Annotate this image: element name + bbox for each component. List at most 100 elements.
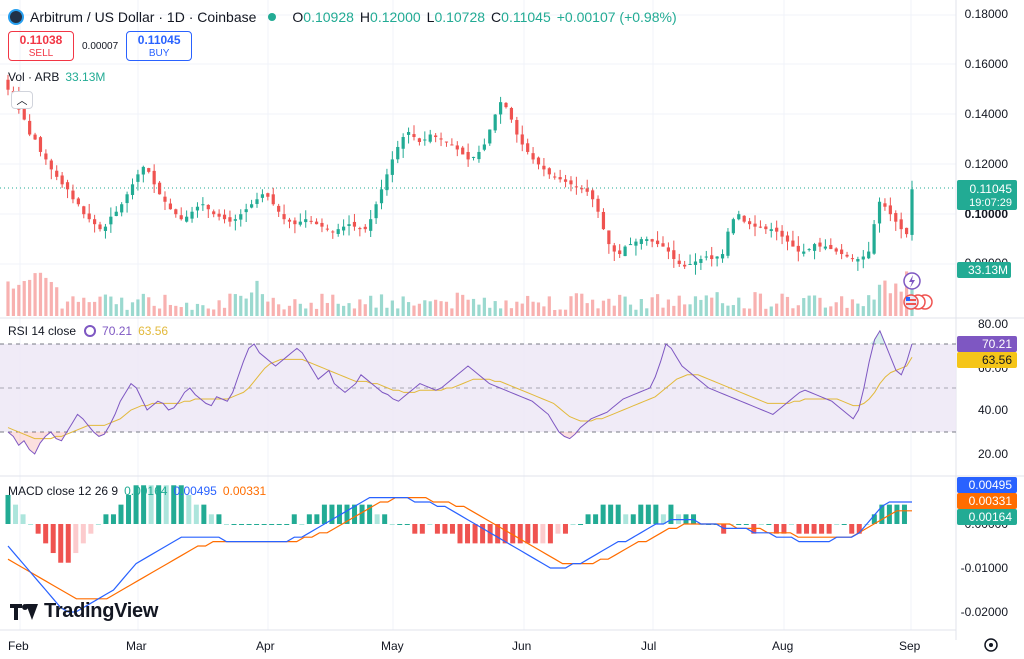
candle-body [704, 256, 708, 258]
candle-body [666, 247, 671, 252]
market-status-dot-icon[interactable] [268, 13, 277, 21]
macd-histogram-bar [653, 504, 659, 524]
rsi-source-icon[interactable] [84, 325, 97, 337]
sell-button[interactable]: 0.11038 SELL [8, 31, 74, 61]
volume-bar [482, 297, 486, 316]
price-axis[interactable]: 0.18000 0.16000 0.14000 0.12000 0.10000 … [965, 7, 1009, 270]
signal-tag: 0.00331 [957, 493, 1017, 509]
macd-histogram-bar [20, 514, 26, 524]
buy-price: 0.11045 [137, 33, 181, 47]
macd-signal-value: 0.00331 [222, 484, 267, 498]
candle-body [212, 211, 216, 215]
macd-value: 0.00495 [173, 484, 217, 498]
candle-body [661, 243, 665, 247]
macd-histogram-bar [314, 514, 320, 524]
macd-tick: -0.02000 [961, 605, 1009, 619]
macd-histogram-bar [593, 514, 599, 524]
volume-bar [672, 305, 676, 316]
macd-histogram-bar [736, 524, 742, 525]
svg-text:0.00164: 0.00164 [969, 510, 1013, 524]
candle-body [829, 244, 833, 250]
volume-bar [406, 302, 411, 316]
symbol-header[interactable]: Arbitrum / US Dollar · 1D · Coinbase O 0.… [8, 6, 677, 28]
macd-histogram-bar [849, 524, 855, 534]
svg-text:0.00331: 0.00331 [969, 494, 1013, 508]
rsi-overbought-fill [874, 330, 880, 344]
candle-body [369, 219, 373, 231]
ohlc-open: 0.10928 [303, 9, 354, 25]
candle-body [515, 120, 519, 135]
volume-bar [623, 296, 627, 316]
tradingview-logo[interactable]: TradingView [10, 600, 158, 623]
lightning-icon[interactable] [903, 272, 921, 290]
sell-label: SELL [28, 48, 54, 59]
macd-legend[interactable]: MACD close 12 26 9 0.00164 0.00495 0.003… [8, 484, 266, 498]
volume-bar [493, 301, 497, 316]
candle-body [812, 244, 817, 251]
time-axis[interactable]: Feb Mar Apr May Jun Jul Aug Sep [8, 639, 921, 653]
settings-gear-icon[interactable] [984, 638, 998, 652]
buy-button[interactable]: 0.11045 BUY [126, 31, 193, 61]
macd-histogram-bar [856, 524, 862, 534]
macd-histogram-bar [472, 524, 478, 544]
volume-bar [287, 305, 292, 316]
volume-value: 33.13M [65, 70, 106, 84]
macd-histogram-bar [352, 504, 358, 524]
candle-body [775, 227, 779, 232]
symbol-title[interactable]: Arbitrum / US Dollar · 1D · Coinbase [30, 9, 257, 25]
macd-histogram-bar [404, 524, 410, 525]
macd-tag: 0.00495 [957, 477, 1017, 493]
macd-histogram-bar [156, 485, 162, 524]
candle-body [520, 134, 524, 145]
candle-body [342, 226, 346, 231]
macd-histogram-bar [600, 504, 606, 524]
svg-text:19:07:29: 19:07:29 [969, 197, 1012, 209]
macd-histogram-bar [585, 514, 591, 524]
volume-bar [515, 301, 519, 316]
volume-bar [726, 305, 730, 316]
candle-body [65, 182, 70, 190]
collapse-chevron-up-icon[interactable]: ︿ [11, 91, 33, 109]
candle-body [147, 168, 151, 172]
ohlc-low: 0.10728 [434, 9, 486, 25]
volume-bar [125, 309, 129, 316]
volume-bar [563, 309, 568, 316]
volume-bar [255, 280, 259, 316]
volume-bar [666, 299, 671, 316]
volume-legend[interactable]: Vol · ARB 33.13M [8, 70, 105, 84]
candle-body [277, 205, 281, 212]
candle-body [428, 134, 432, 142]
macd-histogram-bar [570, 524, 576, 525]
volume-bar [883, 280, 887, 316]
volume-bar [49, 281, 53, 316]
volume-bar [114, 304, 118, 316]
us-flag-event-icon[interactable] [903, 294, 933, 310]
volume-bar [228, 293, 232, 316]
candle-body [737, 214, 741, 220]
macd-label: MACD close 12 26 9 [8, 484, 119, 498]
candle-body [488, 129, 492, 144]
candle-body [883, 203, 887, 207]
candle-body [850, 258, 855, 260]
macd-histogram-bar [65, 524, 71, 563]
trade-buttons: 0.11038 SELL 0.00007 0.11045 BUY [8, 31, 193, 61]
volume-bar [11, 288, 16, 316]
rsi-legend[interactable]: RSI 14 close 70.21 63.56 [8, 324, 168, 338]
candle-body [791, 240, 795, 247]
macd-histogram-bar [487, 524, 493, 544]
volume-bars [6, 271, 914, 316]
candle-body [412, 134, 416, 138]
candle-body [222, 214, 227, 220]
candle-body [190, 211, 194, 219]
macd-histogram-bar [457, 524, 463, 544]
candle-body [130, 184, 135, 195]
macd-histogram-bar [819, 524, 825, 534]
candle-body [628, 244, 633, 246]
candle-body [802, 251, 806, 254]
volume-bar [423, 300, 427, 316]
macd-histogram-bar [28, 524, 34, 525]
volume-tag: 33.13M [957, 262, 1011, 278]
volume-bar [239, 295, 243, 316]
